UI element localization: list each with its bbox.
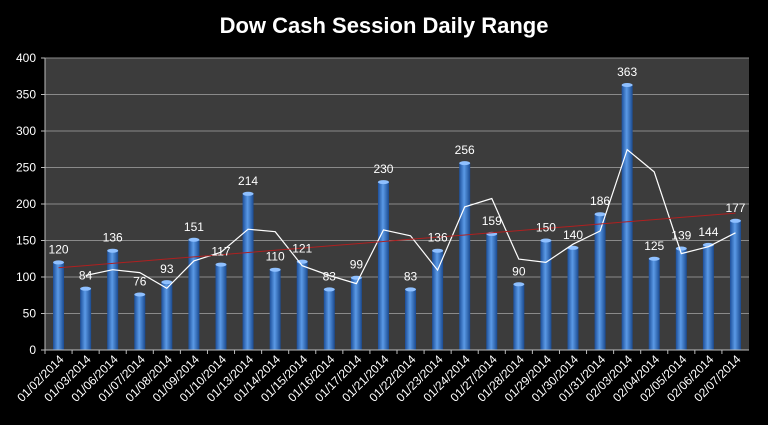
bar-cap xyxy=(80,286,92,291)
data-label: 159 xyxy=(482,214,502,228)
bar-cap xyxy=(459,161,471,166)
bar-cap xyxy=(323,287,335,292)
bar xyxy=(323,289,335,350)
data-label: 83 xyxy=(323,269,337,283)
data-labels: 120 84 136 76 93 151 117 214 110 121 83 99 230 83 136 2… xyxy=(49,65,746,289)
bar-cap xyxy=(134,292,146,297)
data-label: 144 xyxy=(698,225,718,239)
bar xyxy=(80,288,92,350)
data-label: 150 xyxy=(536,221,556,235)
bar xyxy=(432,250,444,350)
bar xyxy=(377,182,389,350)
data-label: 140 xyxy=(563,228,583,242)
bar xyxy=(161,282,173,350)
bar xyxy=(621,85,633,350)
data-label: 363 xyxy=(617,65,637,79)
chart-title: Dow Cash Session Daily Range xyxy=(220,13,549,38)
bar xyxy=(702,244,714,350)
bar xyxy=(296,261,308,350)
bar xyxy=(53,262,65,350)
data-label: 136 xyxy=(428,231,448,245)
bar xyxy=(513,284,525,350)
data-label: 177 xyxy=(725,201,745,215)
data-label: 151 xyxy=(184,220,204,234)
data-label: 256 xyxy=(455,143,475,157)
bar xyxy=(134,294,146,350)
bar xyxy=(540,240,552,350)
bar-cap xyxy=(675,246,687,251)
bar xyxy=(648,258,660,350)
bar xyxy=(269,269,281,350)
data-label: 90 xyxy=(512,264,526,278)
data-label: 76 xyxy=(133,275,147,289)
data-label: 93 xyxy=(160,262,174,276)
bar-cap xyxy=(621,83,633,88)
bar xyxy=(486,233,498,350)
y-tick-label: 200 xyxy=(16,197,36,211)
data-label: 84 xyxy=(79,269,93,283)
y-tick-label: 250 xyxy=(16,161,36,175)
bar-cap xyxy=(648,256,660,261)
bar xyxy=(242,193,254,350)
y-axis: 0 50 100 150 200 250 300 350 400 xyxy=(16,51,46,357)
y-tick-label: 0 xyxy=(29,343,36,357)
y-tick-label: 300 xyxy=(16,124,36,138)
data-label: 121 xyxy=(292,242,312,256)
moving-average-line xyxy=(85,148,736,290)
data-label: 117 xyxy=(211,245,230,259)
y-tick-label: 150 xyxy=(16,234,36,248)
line-series xyxy=(58,148,736,290)
bar xyxy=(188,239,200,350)
bar xyxy=(215,264,227,350)
bar xyxy=(350,277,362,350)
data-label: 186 xyxy=(590,194,610,208)
data-label: 120 xyxy=(49,242,69,256)
data-label: 214 xyxy=(238,174,258,188)
y-tick-label: 50 xyxy=(23,307,37,321)
x-axis: 01/02/201401/03/201401/06/201401/07/2014… xyxy=(14,349,749,405)
data-label: 230 xyxy=(373,162,393,176)
bar xyxy=(107,250,119,350)
bar xyxy=(729,220,741,350)
bar-cap xyxy=(567,245,579,250)
data-label: 125 xyxy=(644,239,664,253)
bar-cap xyxy=(242,191,254,196)
y-tick-label: 100 xyxy=(16,270,36,284)
bar-cap xyxy=(269,267,281,272)
data-label: 99 xyxy=(350,258,364,272)
bar xyxy=(594,214,606,350)
data-label: 110 xyxy=(266,250,285,264)
data-label: 83 xyxy=(404,269,418,283)
bar-cap xyxy=(215,262,227,267)
bar-cap xyxy=(377,180,389,185)
bar-cap xyxy=(405,287,417,292)
bar-cap xyxy=(161,280,173,285)
bar-cap xyxy=(540,238,552,243)
bar-cap xyxy=(513,282,525,287)
bar-cap xyxy=(594,212,606,217)
data-label: 136 xyxy=(103,231,123,245)
bar-cap xyxy=(432,248,444,253)
bar xyxy=(405,289,417,350)
y-tick-label: 400 xyxy=(16,51,36,65)
bar xyxy=(567,247,579,350)
bar-series xyxy=(53,83,741,350)
bar-cap xyxy=(107,248,119,253)
bar-cap xyxy=(729,218,741,223)
y-tick-label: 350 xyxy=(16,88,36,102)
bar xyxy=(459,163,471,350)
trendline xyxy=(58,212,736,269)
bar-cap xyxy=(53,260,65,265)
bar xyxy=(675,248,687,350)
bar-cap xyxy=(188,237,200,242)
data-label: 139 xyxy=(671,229,691,243)
